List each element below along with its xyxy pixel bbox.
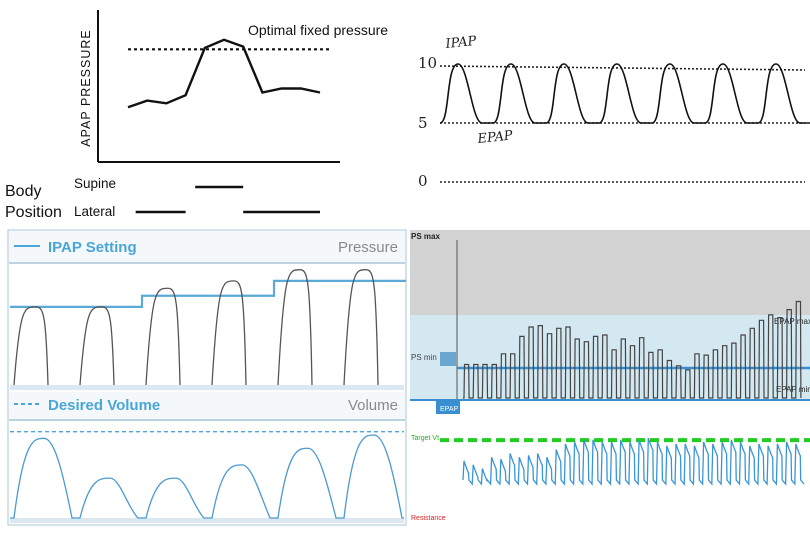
volume-baseline-band — [10, 518, 404, 523]
ps-min-label: PS min — [411, 353, 437, 362]
lateral-label: Lateral — [74, 204, 115, 219]
desired-volume-legend: Desired Volume — [48, 397, 160, 414]
pressure-header — [9, 231, 405, 262]
ytick-10: 10 — [418, 54, 437, 72]
body-position-label-line2: Position — [5, 204, 62, 221]
apap-y-label: APAP PRESSURE — [79, 29, 93, 146]
body-position-label-line1: Body — [5, 183, 41, 200]
epap-range-zone — [410, 315, 810, 400]
pressure-label: Pressure — [338, 239, 398, 256]
resistance-label: Resistance — [411, 515, 446, 522]
epap-marker — [436, 400, 460, 414]
ytick-5: 5 — [418, 114, 428, 132]
avaps-panel: PS max PS min EPAP EPAP max EPAP min Tar… — [410, 230, 810, 540]
ipap-setting-legend: IPAP Setting — [48, 239, 137, 256]
avaps-flow-waveform — [462, 437, 805, 486]
pressure-baseline-band — [10, 385, 404, 390]
ipap-epap-panel: 10 5 0 IPAP EPAP — [418, 34, 810, 190]
pressure-waveform — [13, 269, 379, 386]
ps-range-zone — [410, 230, 810, 315]
reference-line-10 — [439, 65, 806, 71]
optimal-pressure-label: Optimal fixed pressure — [248, 22, 388, 38]
volume-header — [9, 392, 405, 420]
ipap-epap-waveform — [439, 63, 810, 124]
volume-waveform — [10, 434, 404, 519]
apap-pressure-line — [127, 38, 321, 109]
flow-zone — [410, 400, 810, 540]
epap-max-label: EPAP max — [774, 317, 810, 326]
pv-frame — [7, 229, 407, 526]
supine-label: Supine — [74, 176, 116, 191]
epap-annotation: EPAP — [476, 128, 514, 147]
target-vt-label: Target Vt — [411, 435, 439, 442]
avaps-pressure-waveform — [463, 300, 802, 399]
volume-label: Volume — [348, 397, 398, 414]
apap-panel: APAP PRESSURE Optimal fixed pressure Bod… — [5, 10, 388, 221]
ps-min-marker — [440, 352, 456, 366]
epap-label: EPAP — [440, 406, 458, 413]
ipap-annotation: IPAP — [444, 34, 477, 52]
pressure-volume-panel: IPAP Setting Pressure Desired Volume Vol… — [7, 229, 407, 526]
ps-max-label: PS max — [411, 232, 440, 241]
ytick-0: 0 — [418, 172, 428, 190]
epap-min-label: EPAP min — [776, 385, 810, 394]
